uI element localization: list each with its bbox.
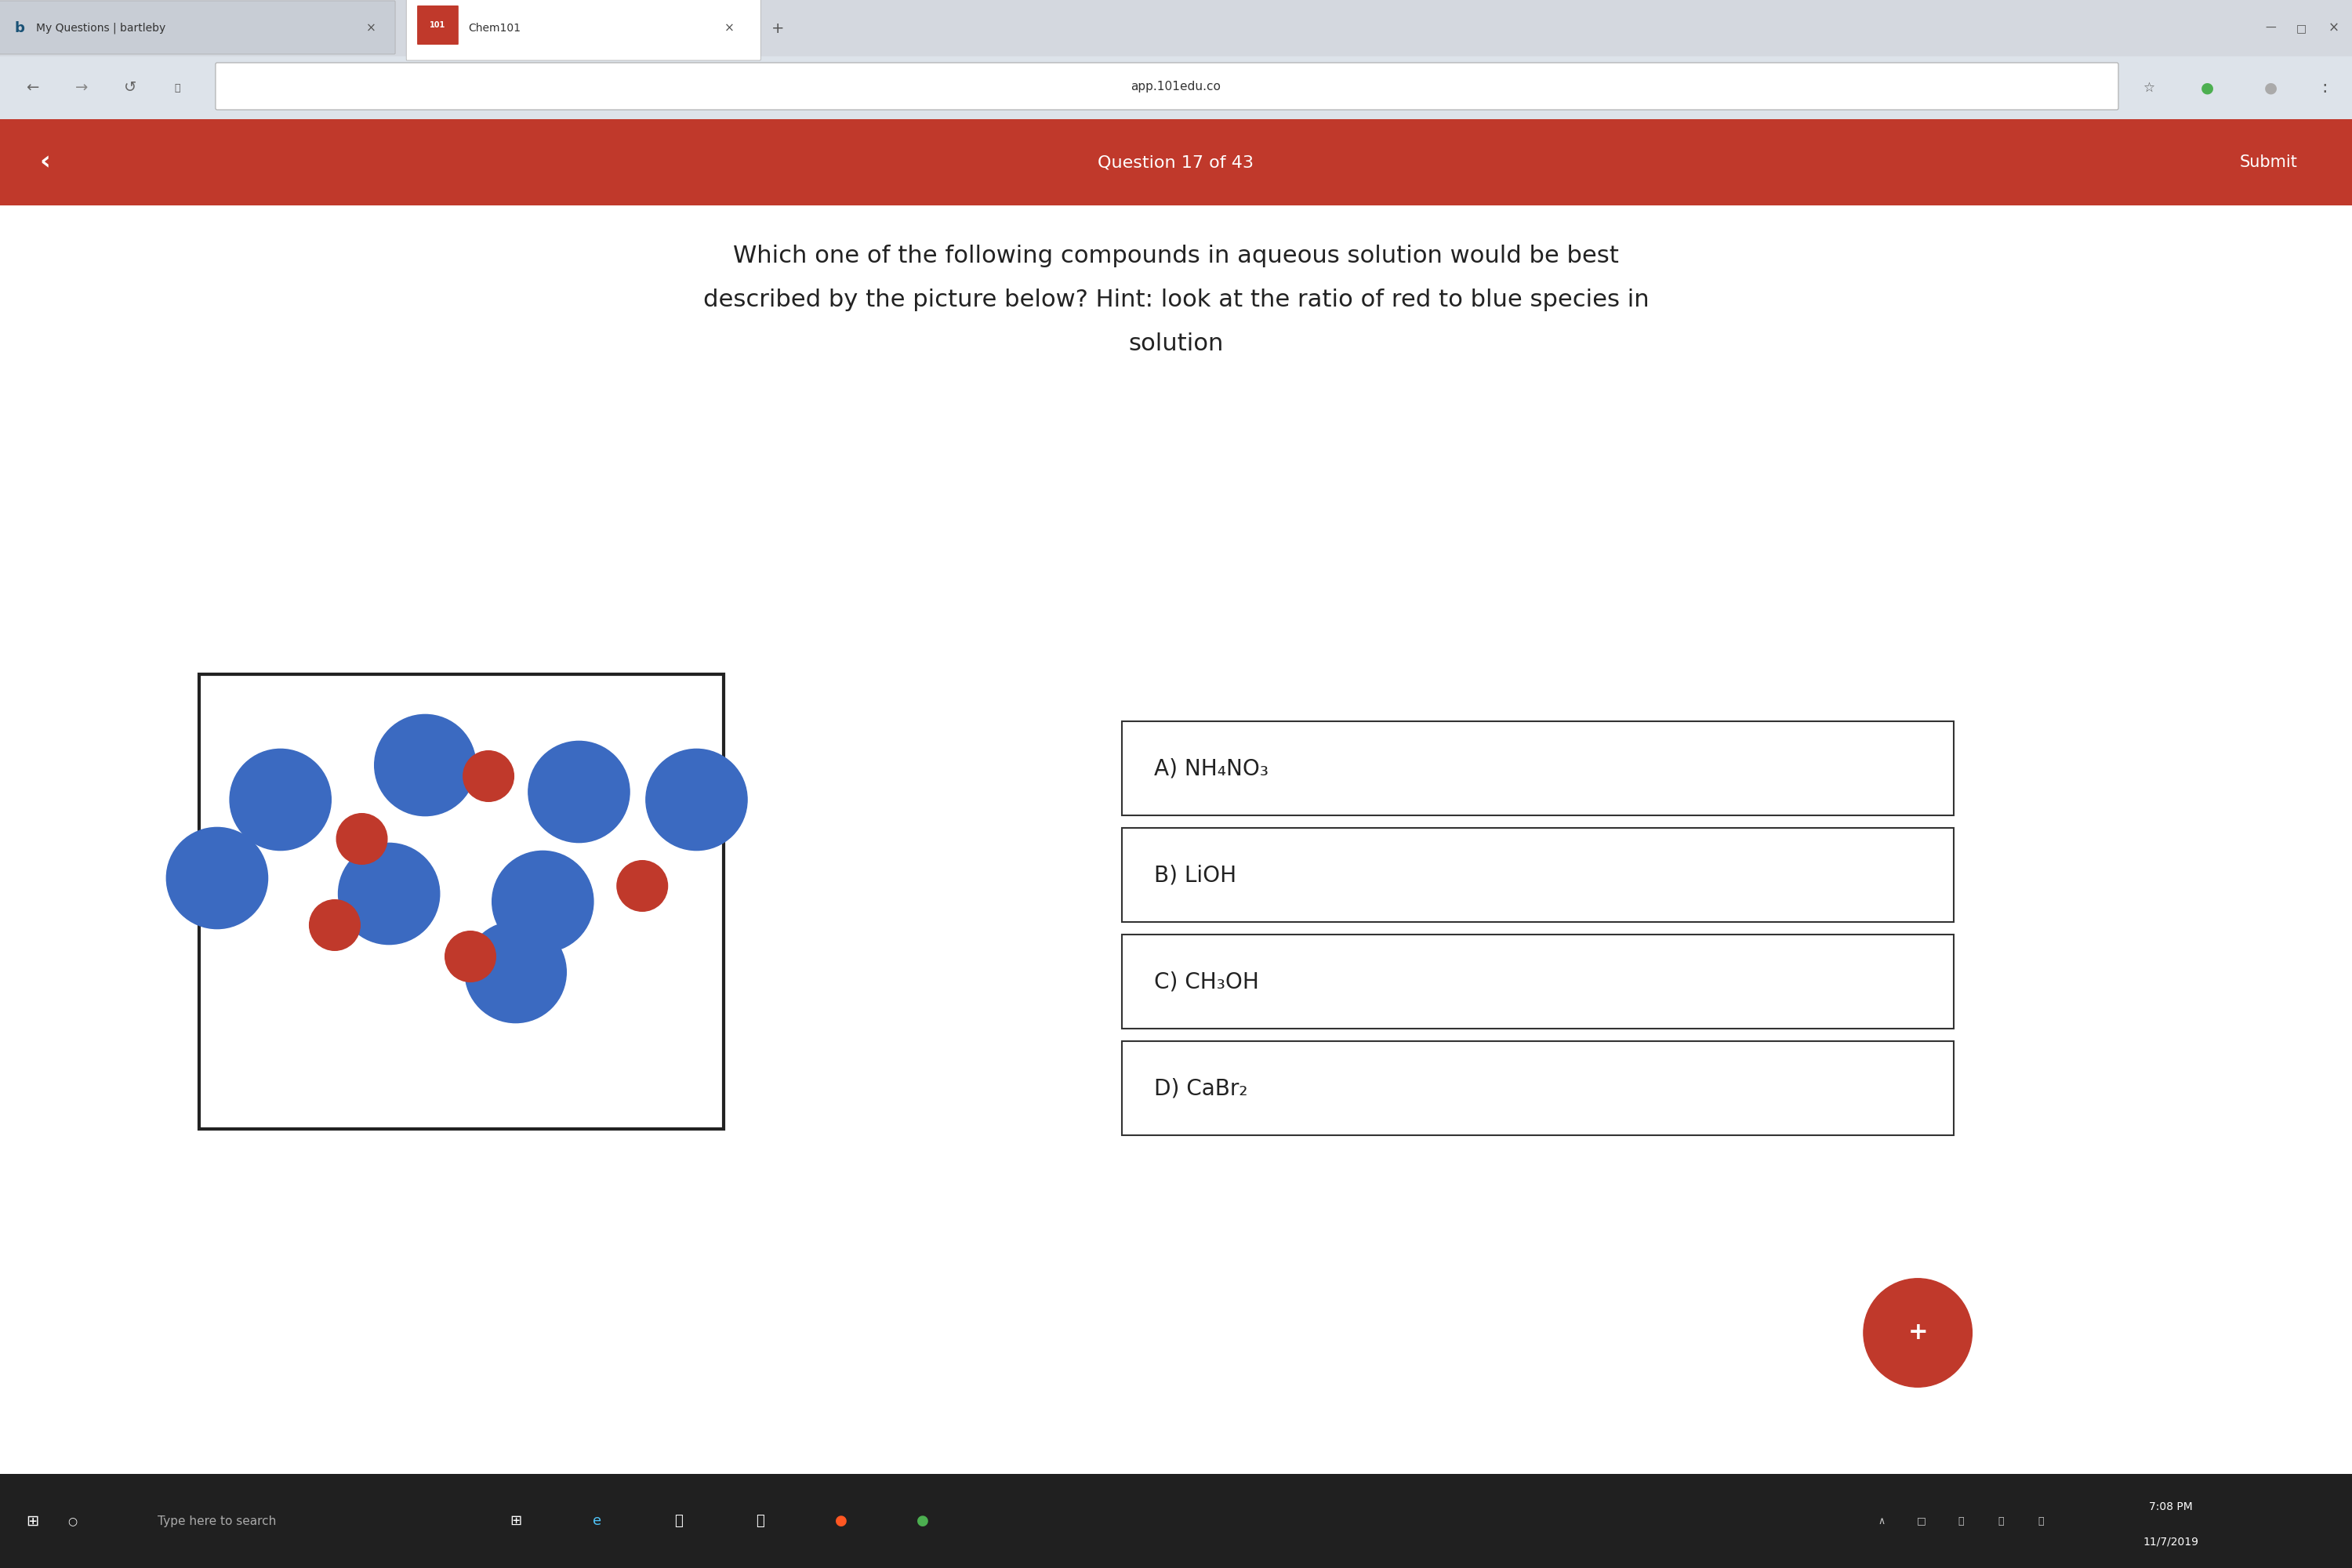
FancyBboxPatch shape	[416, 5, 459, 44]
Text: □: □	[2296, 22, 2307, 33]
Text: □: □	[1917, 1516, 1926, 1526]
Text: 📶: 📶	[1999, 1516, 2004, 1526]
Text: solution: solution	[1129, 332, 1223, 356]
Text: +: +	[1907, 1322, 1929, 1344]
Text: 7:08 PM: 7:08 PM	[2150, 1502, 2192, 1512]
Circle shape	[336, 814, 388, 864]
FancyBboxPatch shape	[1122, 1041, 1955, 1135]
FancyBboxPatch shape	[0, 119, 2352, 205]
FancyBboxPatch shape	[0, 1474, 2352, 1568]
Circle shape	[310, 900, 360, 950]
Text: e: e	[593, 1515, 602, 1527]
Text: ●: ●	[835, 1515, 847, 1527]
Circle shape	[463, 751, 513, 801]
Text: ‹: ‹	[40, 149, 52, 176]
Text: D) CaBr₂: D) CaBr₂	[1155, 1077, 1249, 1099]
Text: ○: ○	[68, 1515, 78, 1527]
FancyBboxPatch shape	[407, 0, 760, 60]
Text: ∧: ∧	[1877, 1516, 1886, 1526]
Circle shape	[374, 715, 475, 815]
Circle shape	[445, 931, 496, 982]
Circle shape	[466, 922, 567, 1022]
Circle shape	[492, 851, 593, 952]
Circle shape	[339, 844, 440, 944]
FancyBboxPatch shape	[0, 0, 395, 53]
Text: 📁: 📁	[675, 1515, 682, 1527]
Text: Submit: Submit	[2239, 155, 2298, 169]
Text: ←: ←	[26, 80, 40, 96]
Text: :: :	[2321, 80, 2328, 96]
Circle shape	[230, 750, 332, 850]
Text: 🔒: 🔒	[174, 83, 181, 93]
Text: app.101edu.co: app.101edu.co	[1131, 80, 1221, 93]
Circle shape	[616, 861, 668, 911]
Text: ●: ●	[2265, 80, 2277, 96]
Text: described by the picture below? Hint: look at the ratio of red to blue species i: described by the picture below? Hint: lo…	[703, 289, 1649, 310]
Text: B) LiOH: B) LiOH	[1155, 864, 1237, 886]
Text: Which one of the following compounds in aqueous solution would be best: Which one of the following compounds in …	[734, 245, 1618, 267]
FancyBboxPatch shape	[0, 119, 2352, 1474]
FancyBboxPatch shape	[200, 674, 724, 1129]
FancyBboxPatch shape	[1122, 935, 1955, 1029]
Text: ⊞: ⊞	[26, 1513, 40, 1529]
Text: My Questions | bartleby: My Questions | bartleby	[35, 22, 165, 34]
Text: —: —	[2265, 22, 2277, 33]
Text: ↺: ↺	[125, 80, 136, 96]
FancyBboxPatch shape	[216, 63, 2119, 110]
Text: 🔒: 🔒	[755, 1515, 764, 1527]
Text: +: +	[771, 20, 786, 36]
Text: ×: ×	[367, 22, 376, 34]
Text: b: b	[14, 20, 24, 34]
Text: 11/7/2019: 11/7/2019	[2143, 1537, 2199, 1548]
Text: 🔊: 🔊	[1959, 1516, 1964, 1526]
Circle shape	[529, 742, 630, 842]
Text: 101: 101	[430, 20, 447, 28]
FancyBboxPatch shape	[1122, 828, 1955, 922]
Text: ⊞: ⊞	[510, 1515, 522, 1527]
Text: ☆: ☆	[2143, 80, 2154, 94]
Text: Question 17 of 43: Question 17 of 43	[1098, 155, 1254, 169]
Text: ×: ×	[724, 22, 734, 34]
Text: Chem101: Chem101	[468, 22, 522, 33]
Text: ●: ●	[917, 1515, 929, 1527]
Circle shape	[1863, 1278, 1971, 1388]
Circle shape	[647, 750, 748, 850]
Text: C) CH₃OH: C) CH₃OH	[1155, 971, 1258, 993]
Text: ●: ●	[2201, 80, 2213, 96]
Text: 🖊: 🖊	[2037, 1516, 2044, 1526]
Circle shape	[167, 828, 268, 928]
Text: Type here to search: Type here to search	[158, 1515, 278, 1527]
Text: ×: ×	[2328, 20, 2340, 34]
Text: →: →	[75, 80, 87, 96]
FancyBboxPatch shape	[1122, 721, 1955, 815]
Text: A) NH₄NO₃: A) NH₄NO₃	[1155, 757, 1268, 779]
